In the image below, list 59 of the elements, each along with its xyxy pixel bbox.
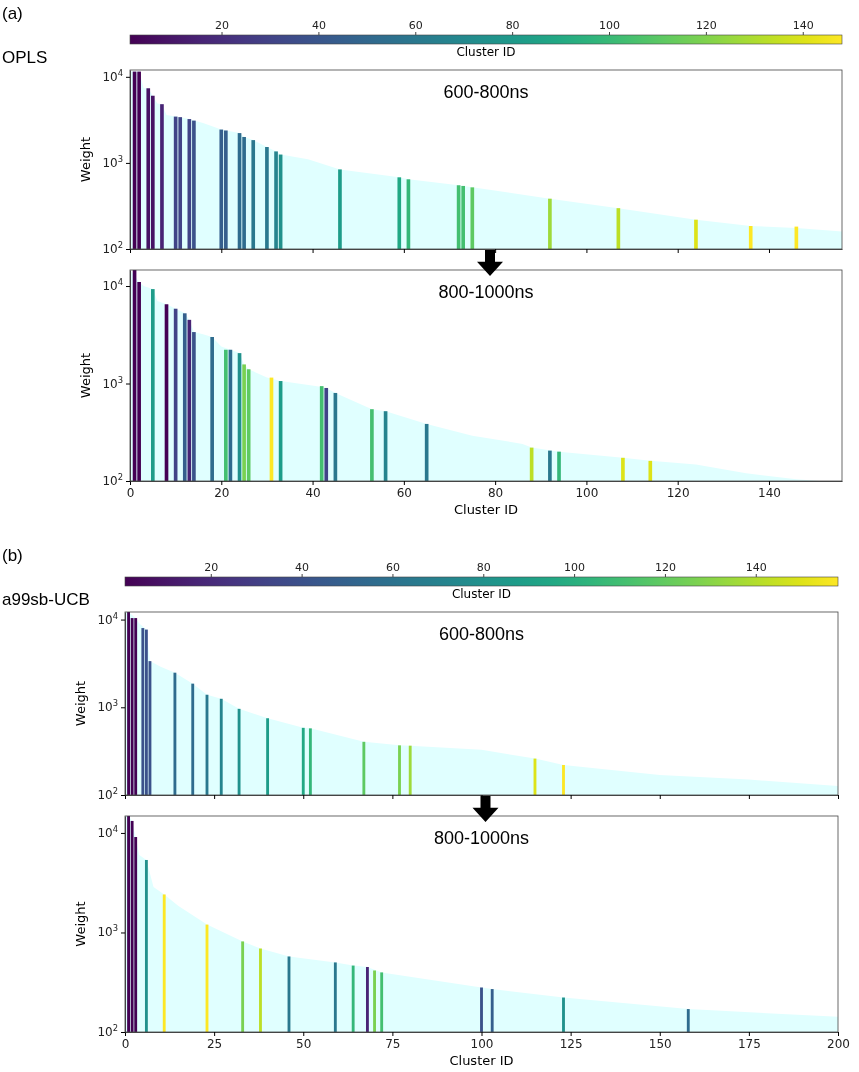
text: 600-800ns: [443, 82, 529, 102]
y-tick-label: 10$^{3}$: [102, 374, 123, 391]
text: 600-800ns: [438, 624, 525, 644]
y-axis-title: Weight: [73, 680, 88, 727]
y-tick-label: 10$^{2}$: [102, 472, 123, 488]
color-bar-label: 80: [505, 19, 520, 32]
color-bar-title: Cluster ID: [456, 45, 516, 59]
y-tick-label: 10$^{4}$: [97, 610, 118, 627]
y-tick-label: 10$^{3}$: [97, 698, 118, 715]
color-bar-label: 100: [564, 561, 586, 574]
color-bar-label: 20: [204, 561, 219, 574]
x-tick-label: 75: [385, 1036, 401, 1051]
x-axis-title: Cluster ID: [449, 1053, 514, 1068]
y-tick-label: 10$^{2}$: [97, 786, 118, 802]
y-tick-label: 10$^{4}$: [97, 823, 118, 840]
color-bar-label: 100: [599, 19, 621, 32]
x-tick-label: 100: [575, 485, 599, 500]
x-tick-label: 25: [206, 1036, 223, 1051]
text: 800-1000ns: [433, 828, 530, 848]
x-axis-title: Cluster ID: [453, 502, 519, 517]
text: 800-1000ns: [438, 282, 534, 302]
color-bar-label: 140: [745, 561, 767, 574]
x-tick-label: 120: [666, 485, 690, 500]
text: a99sb-UCB: [2, 590, 90, 609]
x-tick-label: 50: [296, 1036, 312, 1051]
color-bar-title: Cluster ID: [451, 587, 512, 601]
y-tick-label: 10$^{4}$: [102, 67, 123, 84]
x-tick-label: 0: [126, 485, 135, 500]
color-bar-label: 80: [476, 561, 491, 574]
text: (a): [2, 4, 23, 23]
x-tick-label: 125: [559, 1036, 583, 1051]
y-tick-label: 10$^{3}$: [97, 923, 118, 940]
color-bar-label: 120: [654, 561, 676, 574]
y-tick-label: 10$^{2}$: [97, 1023, 118, 1039]
color-bar-label: 60: [408, 19, 423, 32]
color-bar-label: 60: [385, 561, 400, 574]
y-tick-label: 10$^{2}$: [102, 240, 123, 256]
y-tick-label: 10$^{4}$: [102, 277, 123, 294]
y-axis-title: Weight: [78, 352, 93, 399]
color-bar-label: 20: [215, 19, 230, 32]
x-tick-label: 150: [648, 1036, 672, 1051]
text: (b): [2, 546, 23, 565]
x-tick-label: 140: [758, 485, 781, 500]
color-bar-label: 40: [311, 19, 326, 32]
x-tick-label: 40: [305, 485, 321, 500]
color-bar-label: 120: [695, 19, 717, 32]
y-axis-title: Weight: [73, 901, 88, 947]
y-tick-label: 10$^{3}$: [102, 153, 123, 170]
text: OPLS: [2, 48, 48, 67]
color-bar-label: 140: [792, 19, 814, 32]
x-tick-label: 100: [470, 1036, 494, 1051]
x-tick-label: 20: [214, 485, 230, 500]
x-tick-label: 80: [487, 485, 504, 500]
x-tick-label: 175: [737, 1036, 761, 1051]
x-tick-label: 200: [827, 1036, 850, 1051]
color-bar-label: 40: [295, 561, 310, 574]
x-tick-label: 0: [121, 1036, 130, 1051]
x-tick-label: 60: [396, 485, 412, 500]
y-axis-title: Weight: [78, 136, 93, 183]
